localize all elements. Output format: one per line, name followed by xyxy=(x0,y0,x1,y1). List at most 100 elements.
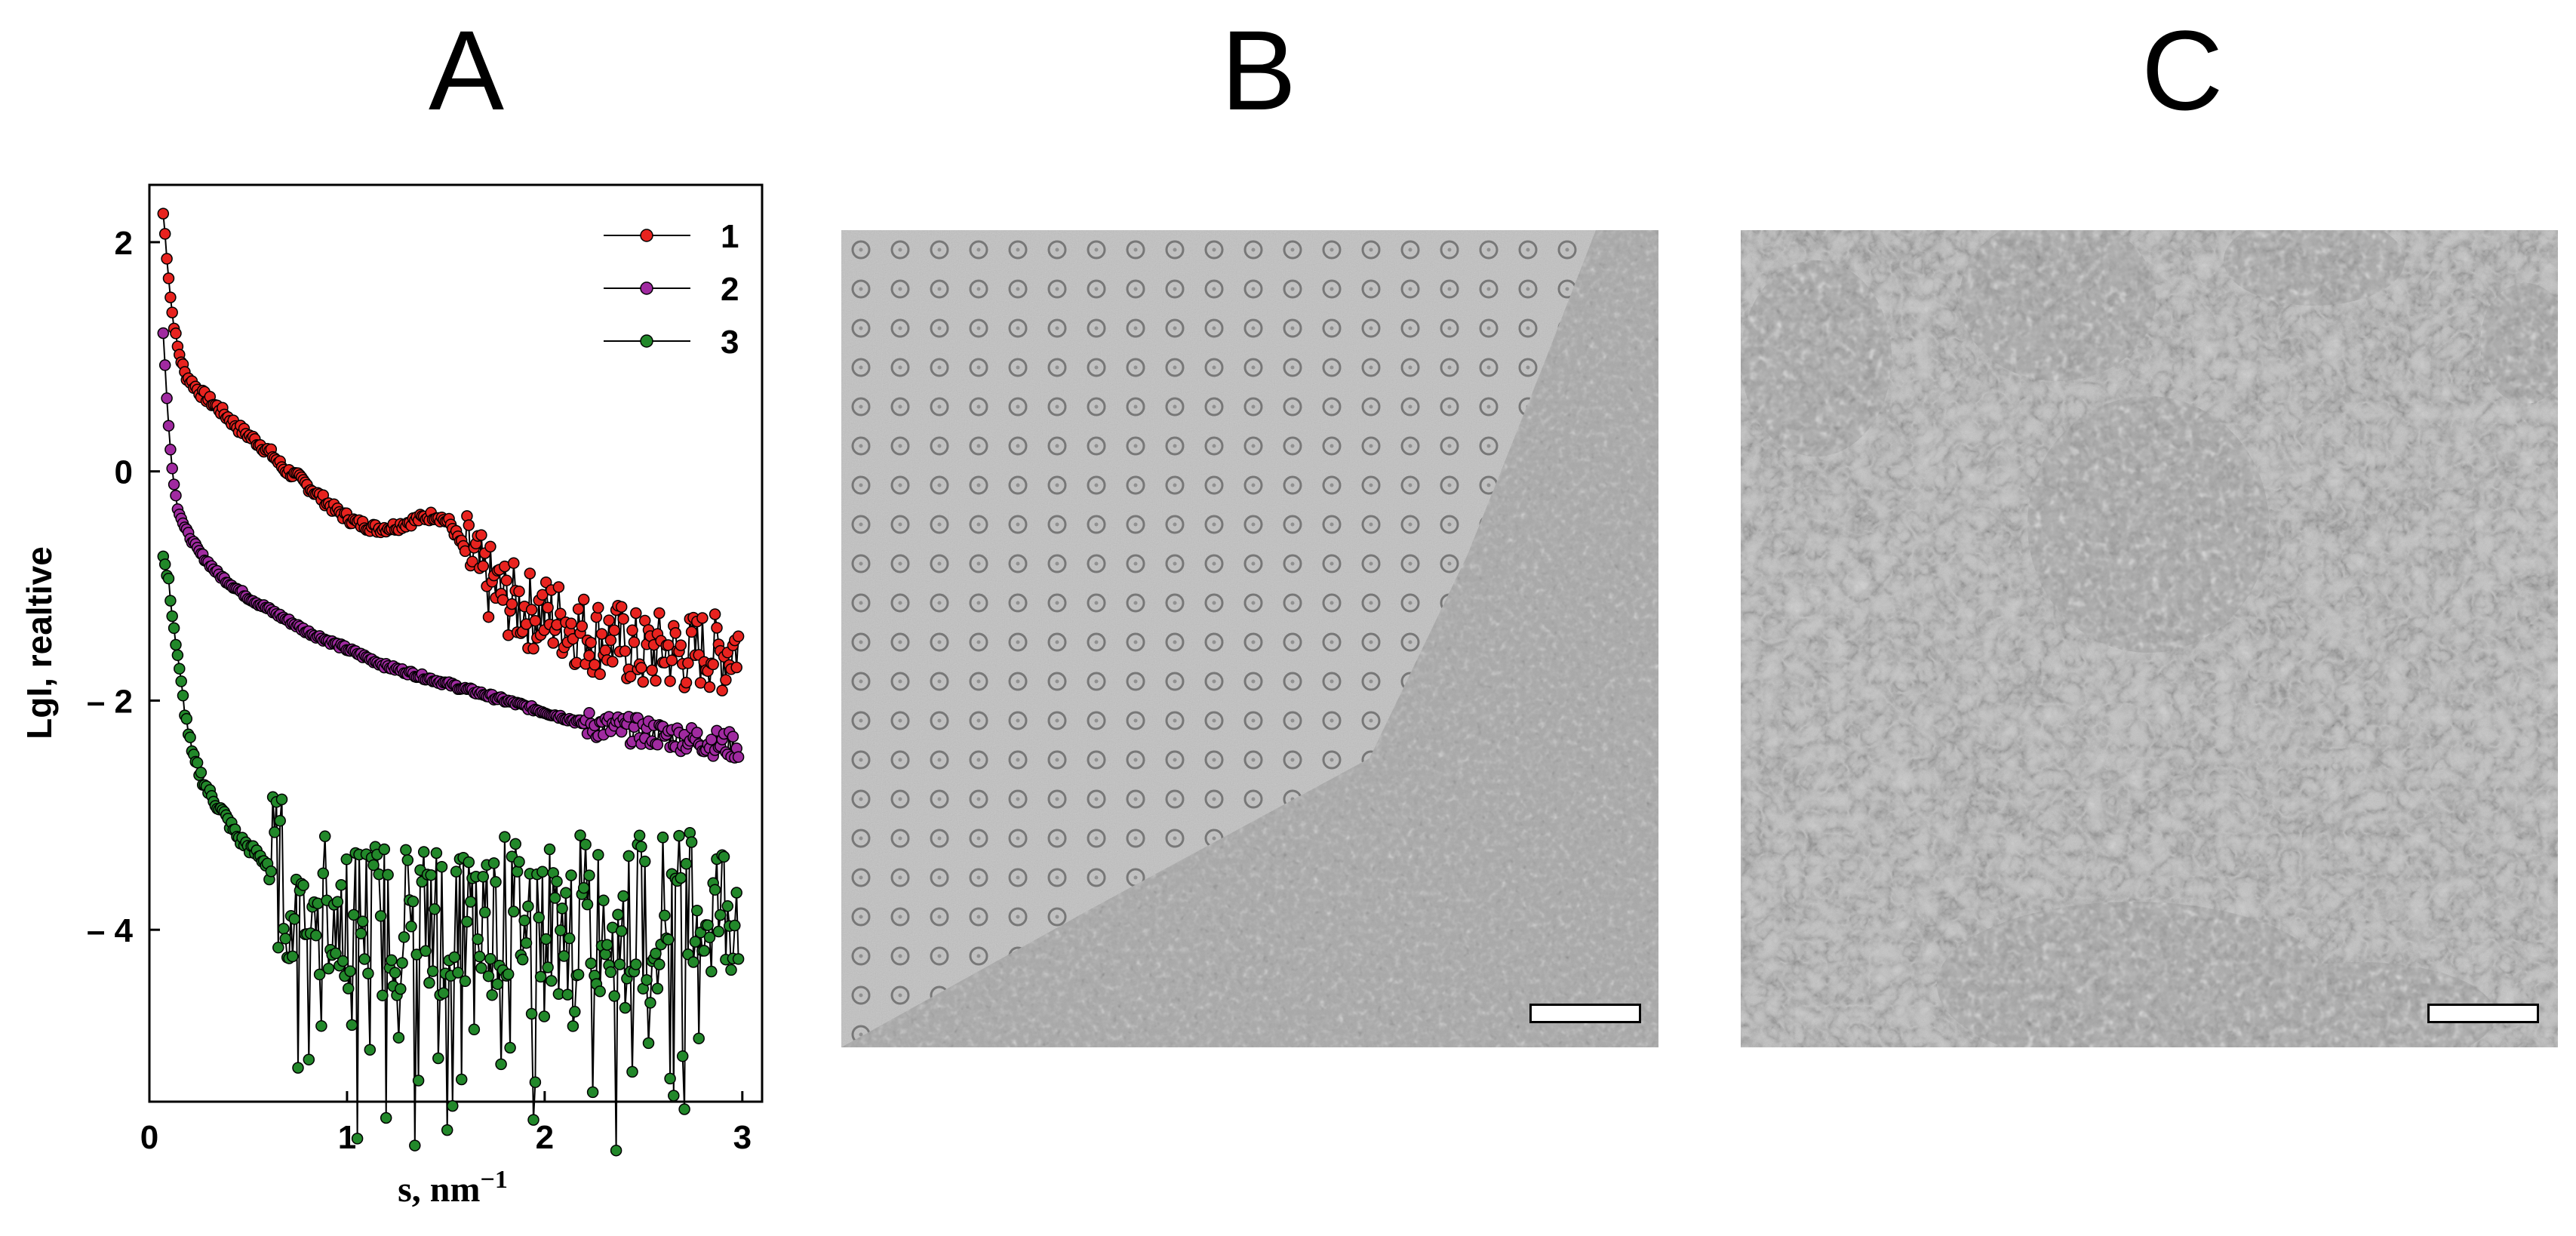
series-3-point xyxy=(678,1103,690,1115)
x-tick-label: 3 xyxy=(733,1119,752,1156)
series-3-point xyxy=(586,1086,599,1099)
series-1-point xyxy=(646,664,658,676)
series-3-point xyxy=(180,712,193,725)
series-3-point xyxy=(703,931,716,944)
series-2-point xyxy=(583,707,595,719)
series-3-point xyxy=(633,829,646,842)
series-1-point xyxy=(628,636,641,648)
series-3-point xyxy=(638,855,651,868)
series-3-point xyxy=(158,558,171,570)
series-3-point xyxy=(561,988,574,1001)
series-3-point xyxy=(583,869,595,881)
series-1-point xyxy=(680,676,693,689)
series-1-point xyxy=(635,662,647,674)
series-3-point xyxy=(662,933,675,945)
series-1-point xyxy=(555,607,567,620)
series-3-point xyxy=(577,881,590,894)
series-1-point xyxy=(463,519,475,531)
series-3-point xyxy=(455,1073,468,1086)
series-1-point xyxy=(524,567,536,580)
series-1-point xyxy=(599,644,612,656)
series-1-point xyxy=(590,610,603,623)
series-1-point xyxy=(170,327,182,340)
series-3-point xyxy=(420,945,432,958)
series-3-point xyxy=(317,867,330,880)
series-3-point xyxy=(346,1019,358,1032)
series-3-point xyxy=(278,922,290,935)
legend-label: 1 xyxy=(721,218,739,255)
panel-label-b: B xyxy=(1221,7,1297,134)
series-3-point xyxy=(718,850,730,863)
series-3-point xyxy=(358,953,370,965)
series-1-point xyxy=(619,645,632,657)
legend-label: 2 xyxy=(721,271,739,308)
series-3-point xyxy=(356,915,369,927)
series-3-point xyxy=(565,869,577,881)
series-2-point xyxy=(157,327,170,340)
series-1-point xyxy=(615,601,628,613)
micrograph-b xyxy=(841,230,1658,1047)
series-1-point xyxy=(513,585,525,598)
series-3-point xyxy=(558,950,570,962)
series-3-point xyxy=(441,1124,453,1136)
series-3-point xyxy=(351,1133,364,1145)
series-2-point xyxy=(164,444,177,456)
series-3-point xyxy=(472,933,484,945)
series-1-point xyxy=(624,670,637,683)
series-3-point xyxy=(513,856,525,868)
series-3-point xyxy=(177,690,189,702)
series-3-point xyxy=(315,1019,327,1032)
series-3-point xyxy=(567,1020,579,1032)
series-3-point xyxy=(709,884,721,896)
y-tick-label: 2 xyxy=(115,225,133,262)
series-3-point xyxy=(364,1044,377,1056)
series-3-point xyxy=(714,909,727,921)
series-3-point xyxy=(549,892,561,904)
series-3-point xyxy=(405,921,417,933)
series-2-point xyxy=(732,751,745,763)
series-1-point xyxy=(585,636,597,649)
series-3-point xyxy=(335,879,347,891)
series-3-point xyxy=(732,953,745,965)
series-3-point xyxy=(464,896,477,908)
series-3-point xyxy=(698,945,711,957)
series-3-point xyxy=(635,841,647,853)
series-3-point xyxy=(475,962,487,974)
series-3-point xyxy=(395,982,407,995)
series-1-point xyxy=(482,610,495,623)
series-3-point xyxy=(310,929,322,942)
series-3-point xyxy=(292,1062,304,1074)
series-3-point xyxy=(477,871,490,883)
series-1-point xyxy=(696,612,709,624)
series-1-point xyxy=(565,617,577,630)
series-3-point xyxy=(401,854,414,866)
series-1-point xyxy=(617,613,629,625)
series-3-point xyxy=(685,836,698,848)
series-1-point xyxy=(666,654,678,666)
series-3-point xyxy=(463,856,475,869)
series-3-point xyxy=(407,895,420,908)
series-3-point xyxy=(380,1111,392,1124)
series-3-point xyxy=(546,975,558,987)
series-3-point xyxy=(425,869,437,881)
series-2-point xyxy=(166,463,178,475)
series-3-point xyxy=(610,1144,622,1157)
series-3-point xyxy=(340,853,353,866)
series-3-point xyxy=(626,1065,638,1078)
panel-label-c: C xyxy=(2141,7,2224,134)
series-1-point xyxy=(527,642,539,655)
series-3-point xyxy=(355,927,367,939)
series-3-point xyxy=(502,968,515,980)
series-1-point xyxy=(157,208,170,220)
series-2-point xyxy=(691,727,703,739)
scale-bar-c xyxy=(2427,1004,2539,1023)
series-3-point xyxy=(702,919,714,931)
series-3-point xyxy=(426,965,439,977)
series-3-point xyxy=(653,958,666,970)
series-3-point xyxy=(195,767,207,779)
series-1 xyxy=(157,208,745,696)
series-3-point xyxy=(569,1006,581,1018)
series-1-point xyxy=(653,607,666,620)
series-3-point xyxy=(518,915,530,927)
series-3-point xyxy=(162,572,175,585)
